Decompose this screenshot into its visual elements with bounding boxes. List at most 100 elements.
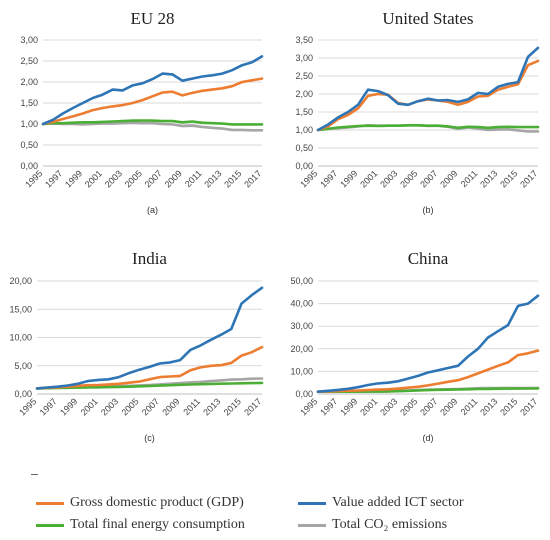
x-tick-label: 2015 — [222, 396, 243, 417]
x-tick-label: 2005 — [119, 396, 140, 417]
legend-swatch-gdp — [36, 501, 64, 505]
x-tick-label: 2015 — [222, 168, 243, 189]
x-tick-label: 2005 — [123, 168, 144, 189]
x-tick-label: 2003 — [103, 168, 124, 189]
x-tick-label: 2013 — [478, 168, 499, 189]
legend-item-co2: Total CO₂ emissions — [298, 517, 447, 533]
y-tick-label: 10,00 — [290, 366, 313, 376]
x-tick-label: 1995 — [298, 168, 319, 189]
series-line-ict — [316, 294, 540, 394]
x-tick-label: 1995 — [17, 396, 38, 417]
y-tick-label: 1,50 — [20, 98, 38, 108]
x-tick-label: 2009 — [438, 396, 459, 417]
x-tick-label: 2001 — [83, 168, 104, 189]
series-line-gdp — [316, 59, 540, 132]
x-tick-label: 2009 — [160, 396, 181, 417]
y-tick-label: 0,50 — [20, 140, 38, 150]
x-tick-label: 2001 — [358, 168, 379, 189]
x-tick-label: 1995 — [23, 168, 44, 189]
x-tick-label: 2007 — [140, 396, 161, 417]
y-tick-label: 5,00 — [14, 361, 32, 371]
y-tick-label: 0,00 — [20, 161, 38, 171]
series-line-energy — [316, 124, 540, 132]
x-tick-label: 1999 — [338, 396, 359, 417]
y-tick-label: 0,00 — [14, 389, 32, 399]
y-tick-label: 3,00 — [295, 53, 313, 63]
x-tick-label: 1999 — [63, 168, 84, 189]
panel-sublabel: (a) — [147, 205, 158, 215]
x-tick-label: 2003 — [378, 396, 399, 417]
x-tick-label: 2005 — [398, 168, 419, 189]
x-tick-label: 2009 — [163, 168, 184, 189]
y-tick-label: 3,50 — [295, 35, 313, 45]
x-tick-label: 2001 — [79, 396, 100, 417]
x-tick-label: 1995 — [298, 396, 319, 417]
x-tick-label: 1997 — [318, 396, 339, 417]
y-tick-label: 50,00 — [290, 276, 313, 286]
legend-item-gdp: Gross domestic product (GDP) — [36, 495, 244, 511]
x-tick-label: 2011 — [181, 396, 202, 417]
x-tick-label: 2017 — [242, 168, 263, 189]
x-tick-label: 1997 — [43, 168, 64, 189]
legend-item-ict: Value added ICT sector — [298, 495, 464, 511]
legend-swatch-energy — [36, 523, 64, 527]
y-tick-label: 2,00 — [295, 89, 313, 99]
x-tick-label: 1999 — [58, 396, 79, 417]
series-line-ict — [35, 286, 264, 390]
x-tick-label: 2013 — [202, 168, 223, 189]
x-tick-label: 2009 — [438, 168, 459, 189]
x-tick-label: 2017 — [518, 168, 539, 189]
x-tick-label: 2017 — [518, 396, 539, 417]
series-line-gdp — [316, 349, 540, 394]
x-tick-label: 2015 — [498, 168, 519, 189]
panel-sublabel: (d) — [423, 433, 434, 443]
legend-label-co2: Total CO₂ emissions — [332, 517, 448, 532]
x-tick-label: 2001 — [358, 396, 379, 417]
y-tick-label: 0,00 — [295, 389, 313, 399]
panel-title: India — [132, 249, 167, 268]
series-line-ict — [41, 55, 264, 126]
panel-title: EU 28 — [131, 9, 175, 28]
panel-sublabel: (b) — [423, 205, 434, 215]
series-line-energy — [41, 119, 264, 126]
x-tick-label: 2007 — [143, 168, 164, 189]
x-tick-label: 2013 — [201, 396, 222, 417]
series-line-ict — [316, 46, 540, 132]
y-tick-label: 30,00 — [290, 321, 313, 331]
legend-swatch-ict — [298, 501, 326, 505]
x-tick-label: 2007 — [418, 168, 439, 189]
series-line-gdp — [35, 345, 264, 390]
x-tick-label: 2017 — [242, 396, 263, 417]
panel-title: China — [408, 249, 449, 268]
y-tick-label: 15,00 — [9, 304, 32, 314]
x-tick-label: 2007 — [418, 396, 439, 417]
y-tick-label: 2,00 — [20, 77, 38, 87]
legend-item-energy: Total final energy consumption — [36, 517, 245, 533]
y-tick-label: 2,50 — [295, 71, 313, 81]
y-tick-label: 40,00 — [290, 299, 313, 309]
y-tick-label: 20,00 — [290, 344, 313, 354]
series-line-co2 — [41, 121, 264, 132]
y-tick-label: 1,00 — [295, 125, 313, 135]
x-tick-label: 1997 — [38, 396, 59, 417]
panel-title: United States — [382, 9, 473, 28]
series-line-gdp — [41, 77, 264, 126]
y-tick-label: 2,50 — [20, 56, 38, 66]
x-tick-label: 2011 — [459, 168, 480, 189]
y-tick-label: 0,50 — [295, 143, 313, 153]
legend: Gross domestic product (GDP) Value added… — [0, 485, 550, 540]
y-tick-label: 3,00 — [20, 35, 38, 45]
y-tick-label: 1,50 — [295, 107, 313, 117]
legend-label-energy: Total final energy consumption — [70, 517, 245, 532]
x-tick-label: 2003 — [378, 168, 399, 189]
x-tick-label: 2003 — [99, 396, 120, 417]
panel-sublabel: (c) — [144, 433, 155, 443]
x-tick-label: 1997 — [318, 168, 339, 189]
legend-swatch-co2 — [298, 523, 326, 527]
x-tick-label: 2013 — [478, 396, 499, 417]
y-tick-label: 1,00 — [20, 119, 38, 129]
x-tick-label: 2011 — [183, 168, 204, 189]
series-line-energy — [35, 381, 264, 390]
y-tick-label: 10,00 — [9, 333, 32, 343]
